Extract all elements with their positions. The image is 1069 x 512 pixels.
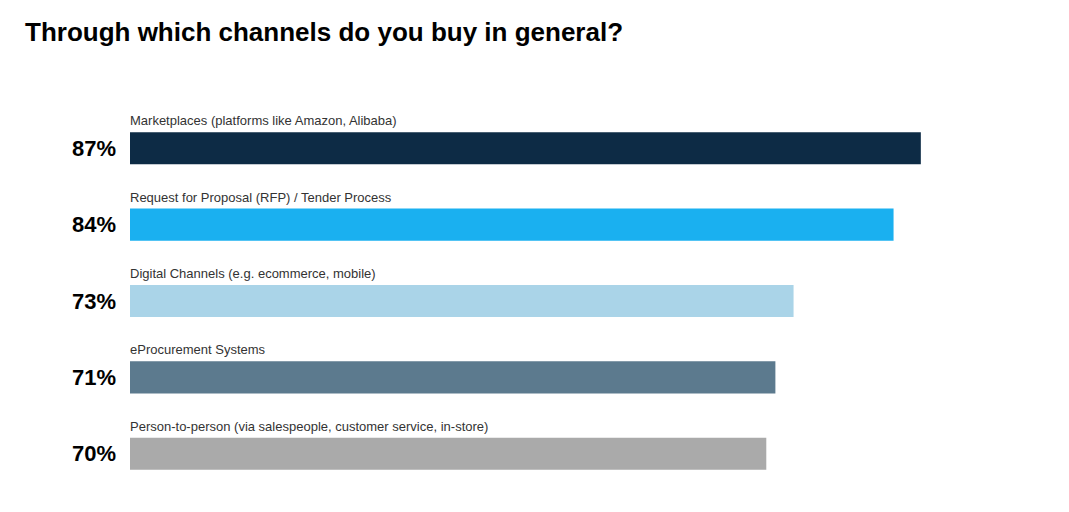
svg-text:84%: 84% [72,212,116,237]
svg-text:Request for Proposal (RFP) / T: Request for Proposal (RFP) / Tender Proc… [130,190,392,205]
svg-text:Person-to-person (via salespeo: Person-to-person (via salespeople, custo… [130,419,488,434]
svg-text:Marketplaces (platforms like A: Marketplaces (platforms like Amazon, Ali… [130,113,397,128]
svg-text:eProcurement Systems: eProcurement Systems [130,342,266,357]
svg-text:87%: 87% [72,136,116,161]
svg-text:73%: 73% [72,289,116,314]
svg-text:71%: 71% [72,365,116,390]
svg-text:70%: 70% [72,441,116,466]
svg-text:Through which channels do you: Through which channels do you buy in gen… [25,17,623,47]
svg-text:Digital Channels (e.g. ecommer: Digital Channels (e.g. ecommerce, mobile… [130,266,376,281]
